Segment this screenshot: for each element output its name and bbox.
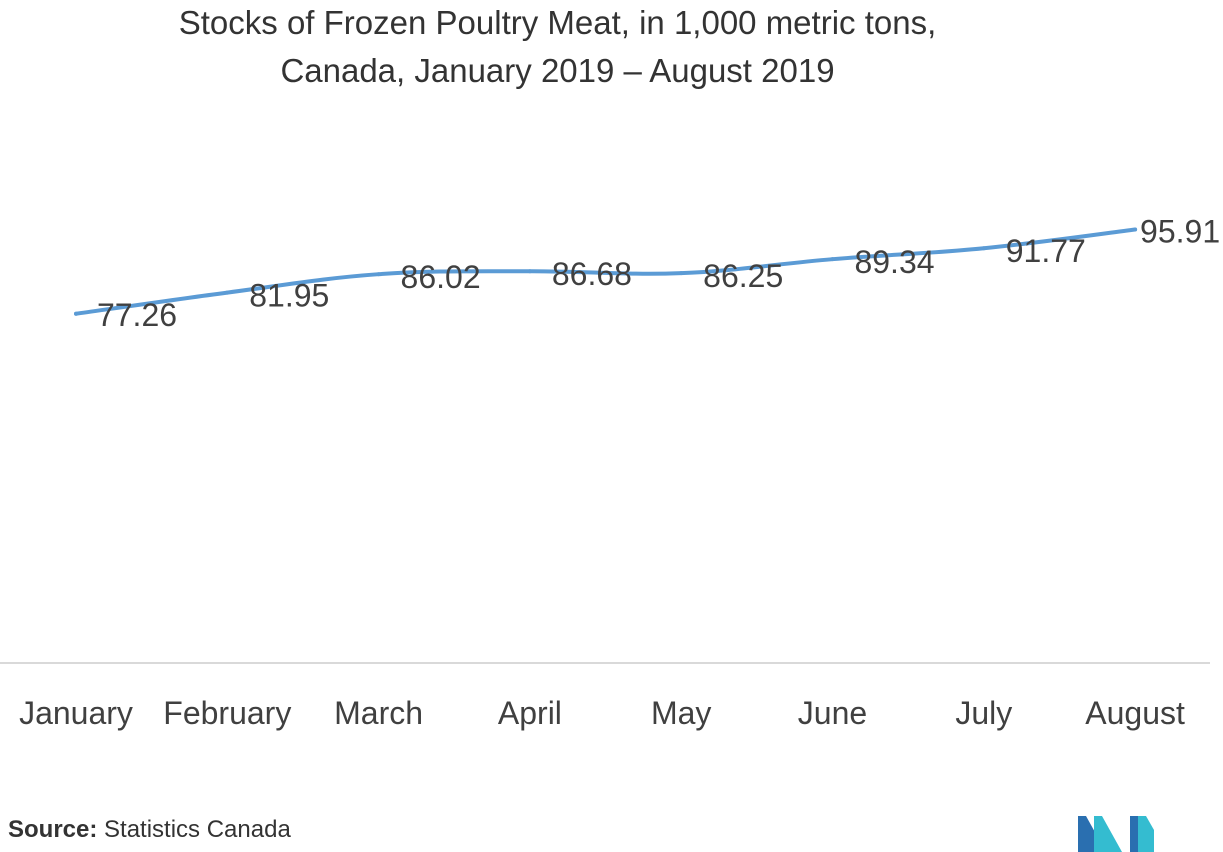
data-point-april [527,269,532,274]
data-point-august [1133,227,1138,232]
source-label: Source: [8,816,98,843]
x-tick-label-february: February [163,695,291,731]
source-note: Source: Statistics Canada [8,815,291,845]
logo-shape-middle [1094,816,1122,852]
data-point-june [830,257,835,262]
source-value: Statistics Canada [97,816,291,843]
data-point-may [679,271,684,276]
data-label-april: 86.68 [552,256,632,292]
logo-shape-right-diag [1138,816,1154,852]
data-label-august: 95.91 [1140,213,1220,249]
x-tick-label-january: January [19,695,133,731]
x-tick-label-june: June [798,695,867,731]
data-point-february [225,290,230,295]
logo-shape-right [1130,816,1138,852]
data-point-july [981,246,986,251]
brand-logo-icon [1078,816,1154,852]
x-tick-label-july: July [955,695,1012,731]
chart-title-line-2: Canada, January 2019 – August 2019 [280,52,835,89]
data-point-march [376,272,381,277]
series-line-0 [74,227,1138,316]
x-tick-label-april: April [498,695,562,731]
chart-title-line-1: Stocks of Frozen Poultry Meat, in 1,000 … [178,4,937,41]
x-tick-label-may: May [651,695,711,731]
data-label-february: 81.95 [249,278,329,314]
data-label-july: 91.77 [1006,233,1086,269]
x-tick-label-august: August [1085,695,1185,731]
data-label-january: 77.26 [97,297,177,333]
x-tick-label-march: March [334,695,423,731]
data-label-march: 86.02 [401,259,481,295]
data-label-june: 89.34 [854,244,934,280]
data-label-may: 86.25 [703,258,783,294]
data-point-january [74,311,78,316]
